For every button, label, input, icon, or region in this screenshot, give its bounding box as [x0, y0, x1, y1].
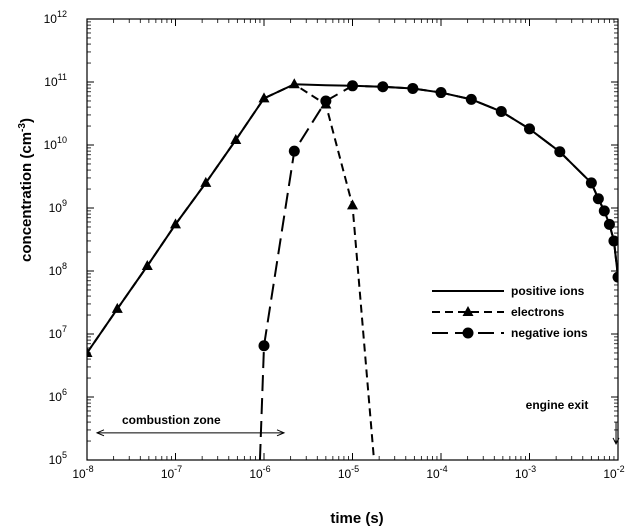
series-layer — [87, 78, 618, 460]
x-tick-base: 10 — [249, 467, 263, 481]
x-tick-exp: -4 — [440, 464, 448, 474]
y-tick-base: 10 — [49, 453, 63, 467]
x-tick-exp: -6 — [263, 464, 271, 474]
legend: positive ions electrons negative ions — [432, 284, 588, 340]
y-axis-title-main: concentration (cm — [18, 132, 35, 262]
x-tick-label: 10-5 — [338, 464, 359, 481]
x-tick-exp: -8 — [86, 464, 94, 474]
x-tick-exp: -3 — [528, 464, 536, 474]
y-tick-label: 1012 — [44, 9, 67, 26]
annotations: combustion zone engine exit — [95, 398, 620, 446]
series-line — [87, 83, 376, 460]
y-tick-base: 10 — [49, 390, 63, 404]
y-tick-base: 10 — [44, 75, 58, 89]
y-tick-label: 1010 — [44, 135, 67, 152]
down-arrow-head — [612, 437, 620, 446]
y-tick-base: 10 — [49, 264, 63, 278]
x-tick-label: 10-8 — [72, 464, 93, 481]
legend-item: electrons — [432, 305, 565, 319]
x-axis-title: time (s) — [330, 510, 383, 527]
x-tick-base: 10 — [603, 467, 617, 481]
data-point-triangle — [320, 98, 332, 109]
x-tick-exp: -5 — [351, 464, 359, 474]
data-point-circle — [612, 271, 618, 283]
combustion-zone-label: combustion zone — [122, 413, 221, 427]
x-tick-base: 10 — [338, 467, 352, 481]
y-tick-exp: 11 — [58, 72, 67, 82]
legend-label: negative ions — [511, 326, 588, 340]
y-tick-base: 10 — [49, 201, 63, 215]
legend-marker-circle — [462, 327, 474, 339]
y-tick-label: 1011 — [44, 72, 67, 89]
y-axis-title-sup: -3 — [17, 123, 28, 132]
x-tick-base: 10 — [72, 467, 86, 481]
y-tick-base: 10 — [44, 12, 58, 26]
y-axis-title: concentration (cm-3) — [17, 118, 35, 262]
combustion-zone-annotation: combustion zone — [95, 413, 286, 437]
engine-exit-annotation: engine exit — [526, 398, 620, 446]
y-tick-exp: 8 — [62, 261, 67, 271]
legend-label: electrons — [511, 305, 565, 319]
legend-label: positive ions — [511, 284, 585, 298]
y-tick-base: 10 — [44, 138, 58, 152]
series-electrons — [87, 78, 376, 460]
x-tick-base: 10 — [426, 467, 440, 481]
arrow-head-left — [95, 429, 105, 437]
x-tick-label: 10-4 — [426, 464, 447, 481]
legend-item: negative ions — [432, 326, 588, 340]
x-tick-base: 10 — [515, 467, 529, 481]
y-axis-title-end: ) — [18, 118, 35, 123]
data-point-circle — [288, 145, 300, 157]
data-point-triangle — [347, 199, 358, 210]
x-tick-label: 10-6 — [249, 464, 270, 481]
y-tick-exp: 7 — [62, 324, 67, 334]
engine-exit-label: engine exit — [526, 398, 589, 412]
y-tick-label: 109 — [49, 198, 67, 215]
x-tick-label: 10-7 — [161, 464, 182, 481]
y-tick-label: 108 — [49, 261, 67, 278]
x-tick-exp: -2 — [617, 464, 625, 474]
y-tick-label: 107 — [49, 324, 67, 341]
y-tick-label: 106 — [49, 387, 67, 404]
x-tick-label: 10-2 — [603, 464, 624, 481]
y-tick-base: 10 — [49, 327, 63, 341]
y-tick-exp: 12 — [57, 9, 67, 19]
arrow-head-right — [276, 429, 286, 437]
y-tick-exp: 10 — [57, 135, 67, 145]
y-tick-exp: 6 — [62, 387, 67, 397]
x-tick-base: 10 — [161, 467, 175, 481]
series-line — [87, 83, 618, 354]
y-tick-exp: 9 — [62, 198, 67, 208]
series-positive-ions — [87, 83, 618, 354]
y-tick-label: 105 — [49, 450, 67, 467]
data-point-circle — [258, 340, 270, 352]
legend-marker-triangle — [462, 306, 474, 316]
x-tick-label: 10-3 — [515, 464, 536, 481]
y-tick-exp: 5 — [62, 450, 67, 460]
legend-item: positive ions — [432, 284, 585, 298]
x-tick-exp: -7 — [174, 464, 182, 474]
